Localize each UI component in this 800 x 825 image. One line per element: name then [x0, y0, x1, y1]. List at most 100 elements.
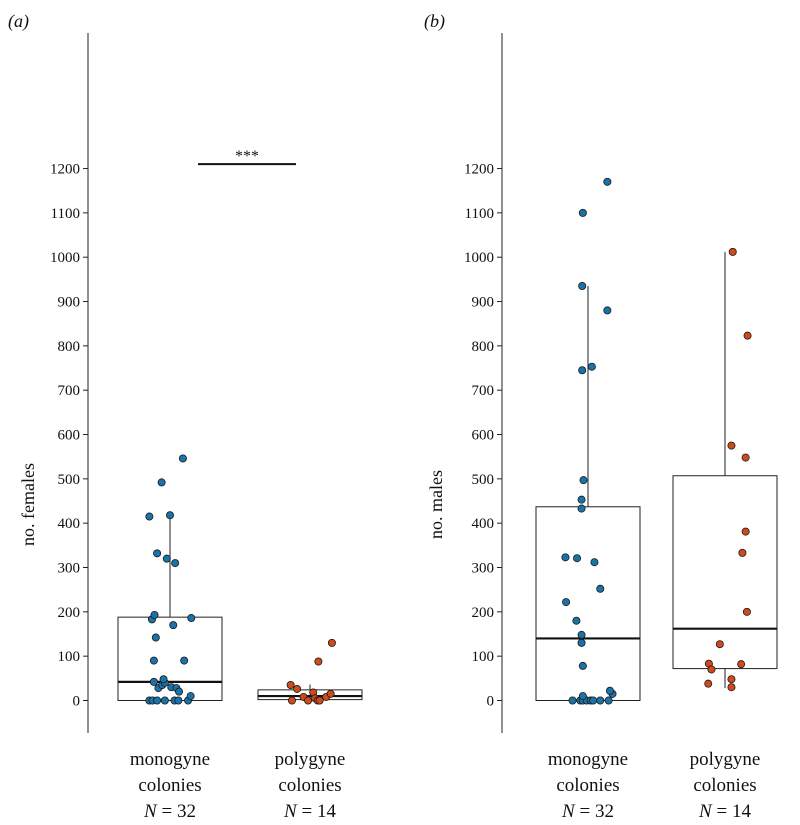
data-point [605, 686, 614, 695]
data-point [579, 476, 588, 485]
y-tick-label: 700 [472, 383, 495, 399]
data-point [171, 559, 180, 568]
data-point [704, 679, 713, 688]
data-point [145, 512, 154, 521]
group-polygyne: polygyne colonies N = 14 [672, 247, 778, 822]
category-label: colonies [693, 775, 756, 796]
data-point [157, 478, 166, 487]
data-point [727, 675, 736, 684]
data-point [562, 598, 571, 607]
data-point [561, 553, 570, 562]
y-tick-label: 1000 [464, 250, 494, 266]
data-point [727, 441, 736, 450]
data-point [578, 366, 587, 375]
sample-size-label: N = 32 [561, 801, 614, 822]
panel-label: (a) [8, 11, 29, 32]
data-point [737, 660, 746, 669]
data-point [727, 683, 736, 692]
category-label: polygyne [690, 749, 761, 770]
category-label: polygyne [275, 749, 346, 770]
y-tick-label: 200 [472, 605, 495, 621]
data-point [587, 362, 596, 371]
data-point [603, 306, 612, 315]
y-tick-label: 900 [58, 295, 81, 311]
data-point [741, 453, 750, 462]
y-tick-label: 300 [58, 561, 81, 577]
category-label: monogyne [130, 749, 210, 770]
data-point [589, 696, 598, 705]
group-polygyne: polygyne colonies N = 14 [257, 638, 363, 822]
data-point [162, 554, 171, 563]
y-tick-label: 300 [472, 561, 495, 577]
data-point [150, 610, 159, 619]
y-tick-label: 800 [58, 339, 81, 355]
y-axis-label: no. males [426, 470, 446, 539]
data-point [596, 696, 605, 705]
data-point [160, 696, 169, 705]
data-point [707, 665, 716, 674]
data-point [153, 696, 162, 705]
y-tick-label: 1100 [51, 206, 80, 222]
data-point [174, 696, 183, 705]
data-point [572, 616, 581, 625]
data-point [153, 549, 162, 558]
y-tick-label: 400 [58, 516, 81, 532]
sample-size-label: N = 14 [698, 801, 751, 822]
data-point [327, 638, 336, 647]
data-point [568, 696, 577, 705]
category-label: colonies [556, 775, 619, 796]
y-tick-label: 500 [58, 472, 81, 488]
data-point [175, 687, 184, 696]
data-point [573, 554, 582, 563]
sample-size-label: N = 32 [143, 801, 196, 822]
data-point [728, 247, 737, 256]
y-tick-label: 400 [472, 516, 495, 532]
data-point [326, 689, 335, 698]
panel-a: (a) 0 100 200 300 400 500 600 700 800 900 1000 1100 1… [8, 11, 363, 822]
box [535, 506, 641, 701]
data-point [577, 638, 586, 647]
y-tick-label: 600 [472, 428, 495, 444]
data-point [742, 607, 751, 616]
y-tick-label: 1000 [50, 250, 80, 266]
data-point [578, 692, 587, 701]
sample-size-label: N = 14 [283, 801, 336, 822]
data-point [738, 548, 747, 557]
data-point [186, 692, 195, 701]
data-point [286, 680, 295, 689]
category-label: colonies [138, 775, 201, 796]
data-point [293, 684, 302, 693]
data-point [741, 527, 750, 536]
data-point [149, 677, 158, 686]
box [672, 475, 778, 670]
data-point [287, 696, 296, 705]
y-tick-label: 0 [487, 694, 495, 710]
data-point [178, 454, 187, 463]
group-monogyne: monogyne colonies N = 32 [535, 177, 641, 822]
y-tick-label: 100 [472, 649, 495, 665]
y-tick-label: 700 [58, 383, 81, 399]
panel-label: (b) [424, 11, 445, 32]
y-tick-label: 1100 [465, 206, 494, 222]
group-monogyne: monogyne colonies N = 32 [117, 454, 223, 822]
data-point [169, 621, 178, 630]
data-point [187, 614, 196, 623]
data-point [596, 584, 605, 593]
y-axis-label: no. females [18, 463, 38, 546]
y-tick-label: 100 [58, 649, 81, 665]
data-point [159, 675, 168, 684]
data-point [180, 656, 189, 665]
data-point [315, 696, 324, 705]
data-point [603, 177, 612, 186]
y-tick-label: 0 [73, 694, 81, 710]
data-point [149, 656, 158, 665]
y-tick-label: 500 [472, 472, 495, 488]
data-point [715, 640, 724, 649]
y-tick-label: 600 [58, 428, 81, 444]
category-label: colonies [278, 775, 341, 796]
data-point [577, 630, 586, 639]
data-point [577, 495, 586, 504]
data-point [578, 661, 587, 670]
data-point [314, 657, 323, 666]
